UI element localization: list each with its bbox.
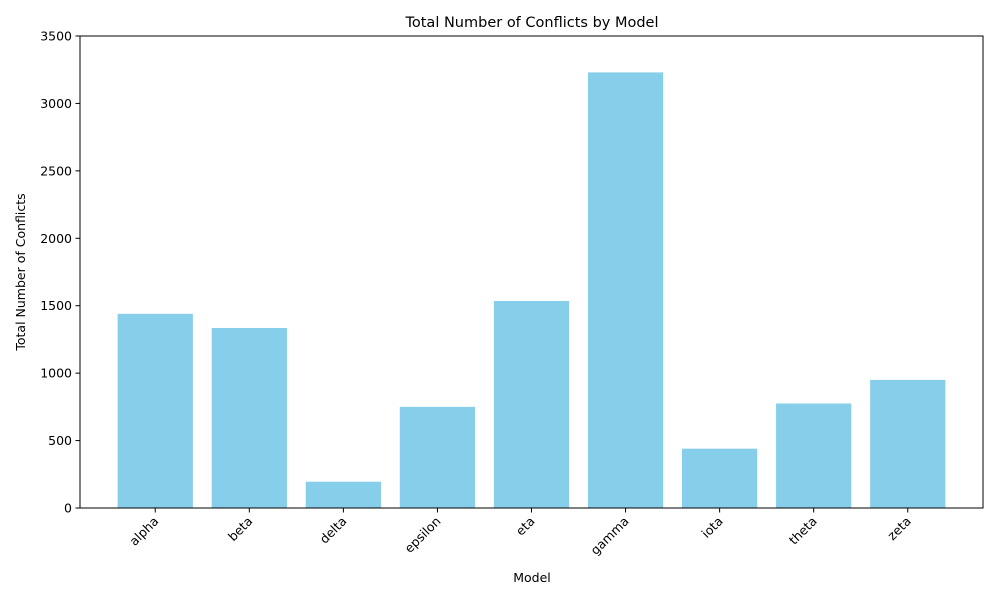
x-tick-label-delta: delta <box>316 514 349 547</box>
bar-alpha <box>117 313 193 508</box>
x-tick-label-zeta: zeta <box>884 514 914 544</box>
bar-iota <box>682 448 758 508</box>
y-axis-label: Total Number of Conflicts <box>13 193 28 351</box>
chart-title: Total Number of Conflicts by Model <box>404 15 658 31</box>
y-tick-label-3500: 3500 <box>40 29 72 44</box>
bar-theta <box>776 403 852 508</box>
y-tick-label-500: 500 <box>48 433 72 448</box>
bar-epsilon <box>399 406 476 508</box>
bar-zeta <box>870 379 946 508</box>
axes-frame <box>79 35 984 509</box>
x-tick-label-iota: iota <box>698 514 725 541</box>
x-tick-label-eta: eta <box>513 514 538 539</box>
y-tick-label-2000: 2000 <box>40 231 72 246</box>
y-tick-label-3000: 3000 <box>40 96 72 111</box>
x-tick-label-gamma: gamma <box>587 514 631 558</box>
x-axis-label: Model <box>513 570 551 585</box>
y-tick-label-2500: 2500 <box>40 163 72 178</box>
bar-eta <box>493 300 570 508</box>
x-tick-label-epsilon: epsilon <box>401 514 443 556</box>
y-tick-label-1500: 1500 <box>40 298 72 313</box>
x-tick-label-alpha: alpha <box>126 514 161 549</box>
x-tick-label-theta: theta <box>786 514 820 548</box>
plot-area: alpha beta delta epsilon eta gamma iota theta ze… <box>40 29 984 558</box>
bar-gamma <box>587 72 664 508</box>
bar-delta <box>305 481 381 508</box>
bar-beta <box>211 327 287 508</box>
y-tick-label-0: 0 <box>64 501 72 516</box>
y-tick-label-1000: 1000 <box>40 366 72 381</box>
x-tick-label-beta: beta <box>225 514 256 545</box>
